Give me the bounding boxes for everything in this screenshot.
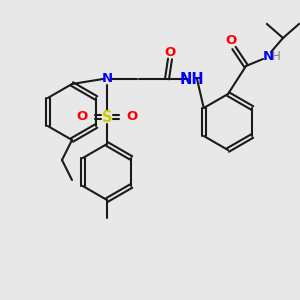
Text: O: O <box>225 34 237 46</box>
Text: S: S <box>102 110 112 124</box>
Text: N: N <box>101 73 112 85</box>
Text: O: O <box>126 110 138 124</box>
Text: NH: NH <box>180 71 204 86</box>
Text: H: H <box>272 50 280 62</box>
Text: O: O <box>164 46 175 59</box>
Text: O: O <box>76 110 88 124</box>
Text: N: N <box>262 50 274 62</box>
